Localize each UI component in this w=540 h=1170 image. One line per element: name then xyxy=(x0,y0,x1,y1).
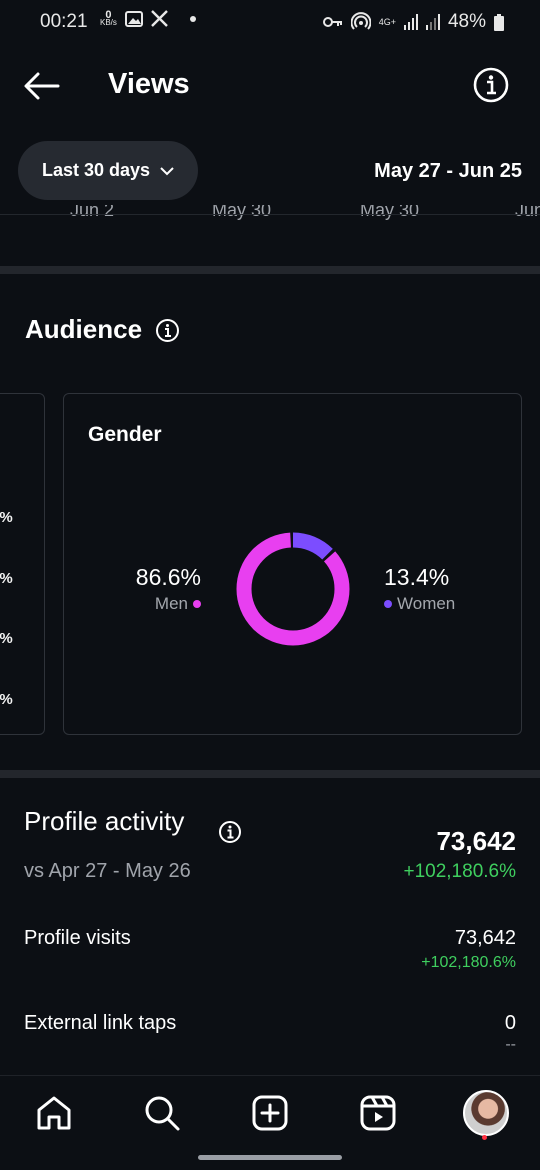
metric-row-change: +102,180.6% xyxy=(421,954,516,971)
plus-square-icon xyxy=(252,1095,288,1131)
metric-row-label: Profile visits xyxy=(24,927,131,949)
search-button[interactable] xyxy=(142,1093,182,1133)
women-segment xyxy=(236,532,350,646)
info-icon xyxy=(156,319,179,342)
metric-row-value: 73,642 xyxy=(454,927,516,949)
network-type: 4G+ xyxy=(378,17,396,27)
signal-icon-2 xyxy=(425,14,440,30)
women-percent: 13.4% xyxy=(384,564,450,590)
profile-activity-info-button[interactable] xyxy=(218,820,242,844)
info-icon xyxy=(473,67,509,103)
audience-percent: 5% xyxy=(0,509,13,526)
audience-info-button[interactable] xyxy=(155,318,180,343)
profile-activity-title: Profile activity xyxy=(24,806,185,836)
notification-dot xyxy=(482,1135,487,1140)
x-app-icon xyxy=(151,10,168,27)
status-notification-icons: 0 KB/s xyxy=(100,8,198,27)
comparison-period: vs Apr 27 - May 26 xyxy=(24,860,191,882)
date-filter-label: Last 30 days xyxy=(42,160,151,180)
battery-percent: 48% xyxy=(447,11,486,32)
home-icon xyxy=(37,1096,71,1130)
signal-icon-1 xyxy=(403,14,418,30)
x-axis-label: Jun xyxy=(515,205,540,220)
x-axis-label: Jun 2 xyxy=(70,205,115,220)
men-percent: 86.6% xyxy=(135,564,201,590)
profile-activity-change: +102,180.6% xyxy=(403,861,516,882)
profile-avatar-button[interactable] xyxy=(463,1090,509,1136)
audience-title: Audience xyxy=(25,314,143,344)
men-segment xyxy=(236,532,350,646)
home-indicator[interactable] xyxy=(198,1155,342,1160)
create-button[interactable] xyxy=(250,1093,290,1133)
section-divider xyxy=(0,770,540,778)
chart-x-axis-labels: Jun 2 May 30 May 30 Jun xyxy=(0,205,540,227)
back-button[interactable] xyxy=(22,66,62,106)
back-arrow-icon xyxy=(24,72,60,100)
audience-percent: 7% xyxy=(0,691,13,708)
more-notifications-icon xyxy=(189,15,196,22)
info-icon xyxy=(219,821,241,843)
women-legend-dot xyxy=(384,600,392,608)
section-divider xyxy=(0,266,540,274)
hotspot-icon xyxy=(350,12,371,30)
reels-icon xyxy=(360,1095,396,1131)
date-range: May 27 - Jun 25 xyxy=(374,160,522,182)
x-axis-label: May 30 xyxy=(212,205,272,220)
audience-percent: 4% xyxy=(0,570,13,587)
chevron-down-icon xyxy=(160,166,174,175)
metric-row-change: -- xyxy=(505,1036,516,1053)
info-button[interactable] xyxy=(472,66,510,104)
women-label: Women xyxy=(397,594,456,613)
profile-activity-value: 73,642 xyxy=(436,826,516,856)
net-speed-indicator: 0 KB/s xyxy=(100,8,117,27)
date-filter-dropdown[interactable]: Last 30 days xyxy=(18,141,198,200)
audience-percent: 4% xyxy=(0,630,13,647)
page-title: Views xyxy=(108,68,190,100)
gender-donut-chart xyxy=(236,532,350,646)
x-axis-label: May 30 xyxy=(360,205,420,220)
reels-button[interactable] xyxy=(358,1093,398,1133)
gender-title: Gender xyxy=(88,423,162,446)
bottom-navigation xyxy=(0,1075,540,1170)
gallery-icon xyxy=(124,10,143,27)
battery-icon xyxy=(494,13,504,31)
men-legend: Men xyxy=(155,594,201,614)
status-bar: 00:21 0 KB/s 4G+ 48% xyxy=(0,0,540,44)
status-time: 00:21 xyxy=(40,11,88,32)
men-legend-dot xyxy=(193,600,201,608)
gender-card[interactable]: Gender 86.6% Men 13.4% Women xyxy=(63,393,522,735)
men-label: Men xyxy=(154,594,188,613)
metric-row-label: External link taps xyxy=(24,1012,177,1034)
vpn-key-icon xyxy=(322,17,342,27)
header-divider xyxy=(0,214,540,215)
women-legend: Women xyxy=(384,594,455,614)
search-icon xyxy=(145,1096,180,1131)
status-system-icons: 4G+ 48% xyxy=(322,11,504,33)
metric-row-value: 0 xyxy=(504,1012,516,1034)
audience-card-partial[interactable]: 5% 4% 4% 7% xyxy=(0,393,45,735)
home-button[interactable] xyxy=(34,1093,74,1133)
